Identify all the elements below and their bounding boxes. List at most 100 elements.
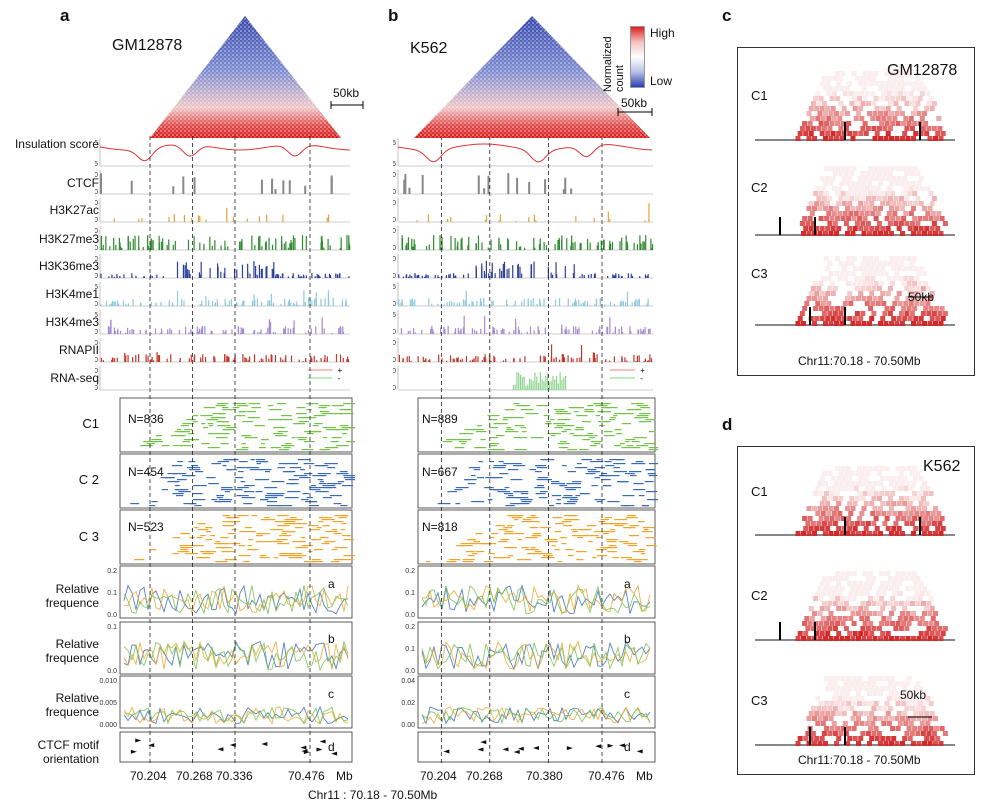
read-segment-c3 (311, 539, 317, 541)
signal-bar-rnapii (244, 357, 246, 362)
read-segment-c3 (192, 545, 204, 547)
contact-cell-c (923, 216, 929, 221)
signal-bar-h3k36me3 (512, 265, 514, 278)
signal-bar-rnapii (214, 357, 216, 362)
contact-cell-c (827, 311, 833, 316)
read-segment-c2 (161, 489, 168, 491)
read-segment-c3 (524, 537, 538, 539)
read-segment-c3 (602, 533, 609, 535)
signal-bar-h3k27me3 (572, 242, 574, 250)
signal-bar-h3k36me3 (409, 274, 411, 278)
contact-cell-d (816, 706, 822, 711)
read-segment-c2 (272, 495, 284, 497)
signal-bar-h3k4me3 (515, 326, 517, 334)
read-segment-c1 (543, 415, 550, 417)
read-segment-c3 (484, 561, 494, 563)
read-segment-c3 (465, 551, 475, 553)
signal-bar-h3k27me3 (600, 240, 602, 250)
ctcf-motif-arrow (301, 749, 308, 754)
read-segment-c1 (241, 447, 249, 449)
contact-cell-c (860, 261, 866, 266)
signal-bar-h3k4me3 (640, 328, 642, 334)
contact-cell-c (914, 301, 920, 306)
read-segment-c3 (274, 521, 288, 523)
contact-cell-d (850, 481, 856, 486)
signal-bar-h3k36me3 (581, 273, 583, 278)
signal-bar-h3k27me3 (211, 245, 213, 250)
rnaseq-bar (528, 378, 531, 390)
contact-cell-c (892, 211, 898, 216)
read-segment-c1 (319, 405, 331, 407)
signal-bar-h3k4me1 (492, 300, 494, 306)
signal-bar-ctcf (274, 189, 277, 194)
read-segment-c1 (221, 407, 229, 409)
read-segment-c2 (287, 491, 301, 493)
signal-bar-h3k4me1 (303, 303, 305, 306)
read-segment-c1 (470, 429, 484, 431)
signal-bar-h3k4me1 (414, 299, 416, 306)
read-segment-c1 (582, 439, 591, 441)
contact-cell-c (850, 231, 856, 236)
label-rnapii: RNAPII (58, 343, 99, 357)
contact-cell-d (859, 591, 865, 596)
signal-bar-h3k4me1 (431, 303, 433, 306)
signal-bar-ctcf (544, 179, 547, 194)
read-segment-c3 (281, 533, 287, 535)
contact-cell-d (824, 676, 830, 681)
contact-cell-d (835, 701, 841, 706)
read-segment-c3 (527, 553, 536, 555)
contact-cell-d (832, 576, 838, 581)
hic-map-a (150, 16, 341, 138)
signal-bar-ctcf (100, 173, 103, 194)
signal-bar-h3k36me3 (463, 274, 465, 278)
contact-cell-c (897, 276, 903, 281)
contact-cell-c (918, 291, 924, 296)
read-segment-c3 (341, 535, 351, 537)
cluster-label-d3: C3 (751, 693, 768, 708)
read-segment-c3 (507, 555, 514, 557)
read-segment-c2 (575, 467, 588, 469)
signal-bar-h3k36me3 (311, 273, 313, 278)
read-segment-c1 (247, 417, 260, 419)
contact-cell-d (808, 606, 814, 611)
contact-cell-d (835, 466, 841, 471)
contact-cell-c (830, 131, 836, 136)
contact-cell-c (902, 266, 908, 271)
freq-tick-f3: 0.005 (99, 700, 117, 707)
signal-bar-rnapii (626, 360, 628, 362)
rnaseq-bar (519, 374, 522, 390)
read-segment-c1 (177, 429, 182, 431)
contact-cell-c (885, 291, 891, 296)
signal-bar-h3k36me3 (587, 274, 590, 278)
read-segment-c1 (514, 425, 525, 427)
signal-bar-rnapii (445, 360, 448, 362)
contact-cell-d (856, 691, 861, 696)
signal-bar-h3k4me3 (188, 332, 190, 334)
contact-cell-d (878, 691, 883, 696)
contact-cell-d (933, 611, 938, 616)
contact-cell-d (847, 606, 853, 611)
signal-bar-h3k4me3 (139, 329, 141, 334)
contact-cell-d (795, 741, 801, 746)
signal-bar-h3k36me3 (618, 273, 620, 278)
read-segment-c2 (178, 473, 187, 475)
contact-cell-c (913, 266, 919, 271)
contact-cell-c (909, 261, 915, 266)
contact-cell-d (938, 636, 944, 641)
contact-cell-c (922, 86, 927, 91)
read-segment-c2 (540, 459, 555, 461)
signal-bar-h3k4me1 (292, 302, 295, 306)
contact-cell-d (942, 731, 948, 736)
contact-cell-c (876, 171, 882, 176)
read-segment-c3 (517, 539, 523, 541)
contact-cell-c (827, 221, 833, 226)
contact-cell-d (915, 471, 921, 476)
track-tick-h3k27me3: 0 (95, 245, 98, 252)
contact-cell-d (843, 471, 849, 476)
contact-cell-c (873, 166, 879, 171)
contact-cell-c (906, 96, 912, 101)
read-segment-c2 (592, 471, 599, 473)
freq-line-f1 (123, 585, 349, 616)
contact-cell-d (917, 491, 923, 496)
ctcf-motif-arrow (130, 749, 137, 754)
